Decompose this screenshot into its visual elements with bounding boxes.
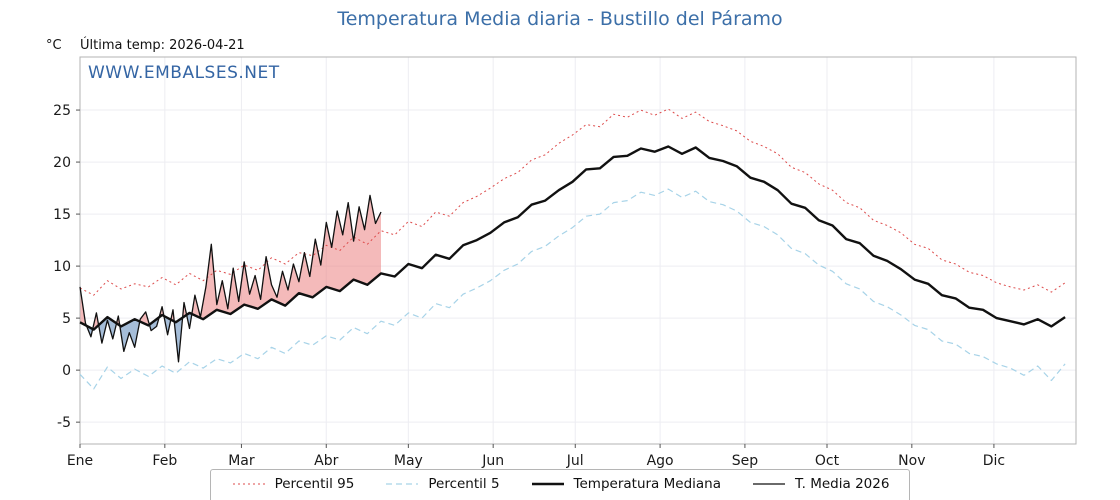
svg-text:Nov: Nov — [898, 453, 925, 469]
svg-text:Ene: Ene — [67, 453, 93, 469]
legend: Percentil 95 Percentil 5 Temperatura Med… — [0, 469, 1120, 500]
legend-item-tmedia-2026: T. Media 2026 — [751, 476, 889, 492]
watermark: WWW.EMBALSES.NET — [88, 63, 280, 83]
legend-item-mediana: Temperatura Mediana — [530, 476, 721, 492]
percentil-95-line-sample — [232, 483, 265, 485]
mediana-line-sample — [531, 482, 564, 486]
legend-label: Temperatura Mediana — [573, 476, 721, 492]
svg-text:Oct: Oct — [815, 453, 840, 469]
svg-text:Feb: Feb — [152, 453, 177, 469]
legend-item-percentil-95: Percentil 95 — [231, 476, 355, 492]
svg-text:0: 0 — [62, 363, 71, 379]
svg-text:20: 20 — [53, 155, 71, 171]
legend-label: Percentil 95 — [274, 476, 355, 492]
chart-svg: -5 0 5 10 15 20 25 Ene Feb Mar Abr May Jun Jul Ago Sep O… — [53, 56, 1077, 469]
svg-text:10: 10 — [53, 259, 71, 275]
legend-label: Percentil 5 — [428, 476, 500, 492]
legend-box: Percentil 95 Percentil 5 Temperatura Med… — [209, 469, 911, 500]
svg-text:Ago: Ago — [647, 453, 674, 469]
legend-label: T. Media 2026 — [795, 476, 890, 492]
svg-text:15: 15 — [53, 207, 71, 223]
svg-text:Abr: Abr — [314, 453, 338, 469]
y-axis-unit-label: °C — [46, 38, 62, 53]
page-title: Temperatura Media diaria - Bustillo del … — [337, 8, 783, 30]
svg-text:5: 5 — [62, 311, 71, 327]
svg-text:Sep: Sep — [732, 453, 759, 469]
svg-text:May: May — [394, 453, 423, 469]
svg-text:Jul: Jul — [566, 453, 584, 469]
tmedia-2026-line-sample — [753, 483, 785, 485]
percentil-5-line-sample — [386, 483, 419, 485]
last-temp-label: Última temp: 2026-04-21 — [80, 38, 245, 53]
svg-text:25: 25 — [53, 103, 71, 119]
svg-text:Mar: Mar — [228, 453, 255, 469]
svg-text:Dic: Dic — [983, 453, 1005, 469]
svg-text:Jun: Jun — [481, 453, 504, 469]
legend-item-percentil-5: Percentil 5 — [384, 476, 500, 492]
svg-text:-5: -5 — [57, 415, 71, 431]
